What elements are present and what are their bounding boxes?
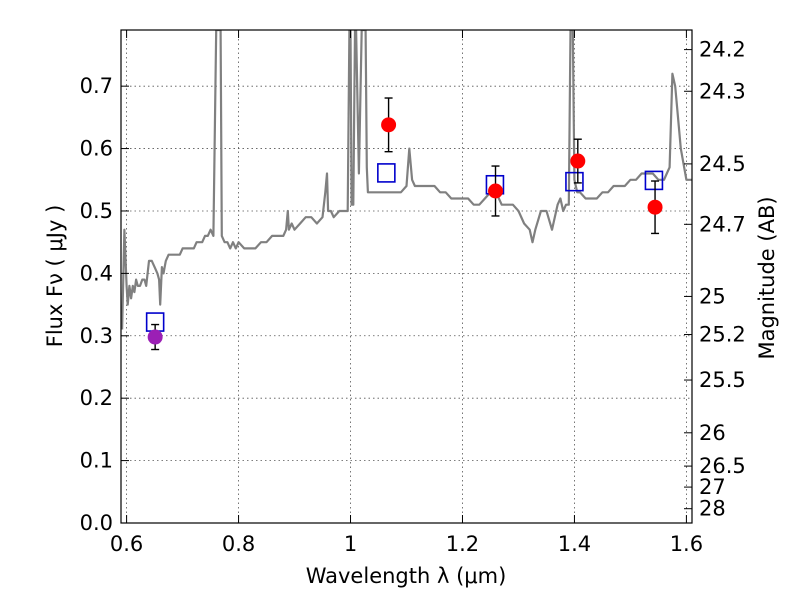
mag-tick-label: 24.5 <box>699 152 746 176</box>
plot-frame <box>120 29 693 524</box>
x-tick-label: 1.4 <box>558 532 591 556</box>
model-square-point <box>565 171 584 192</box>
y-tick-label: 0.2 <box>80 386 113 410</box>
mag-tick-label: 26.5 <box>699 454 746 478</box>
observed-flux-point <box>570 153 586 169</box>
observed-flux-point <box>381 117 397 133</box>
spectrum-line <box>121 30 692 330</box>
observed-flux-point <box>147 329 163 345</box>
mag-tick-label: 24.7 <box>699 212 746 236</box>
mag-tick-label: 25 <box>699 284 726 308</box>
mag-tick-label: 24.2 <box>699 38 746 62</box>
y-tick-label: 0.6 <box>80 137 113 161</box>
mag-tick-label: 28 <box>699 497 726 521</box>
model-square-point <box>377 163 396 183</box>
y-tick-label: 0.7 <box>80 74 113 98</box>
mag-tick-label: 25.2 <box>699 323 746 347</box>
y-tick-label: 0.4 <box>80 261 113 285</box>
x-tick-label: 1.2 <box>446 532 479 556</box>
mag-tick-label: 25.5 <box>699 368 746 392</box>
mag-tick-label: 27 <box>699 475 726 499</box>
x-tick-label: 1.6 <box>670 532 703 556</box>
mag-tick-label: 26 <box>699 421 726 445</box>
ticks-layer: 0.6 0.8 1 1.2 1.4 1.6 0.0 0.1 0.2 0.3 0.4 0.5 0.6 0.7… <box>80 30 746 556</box>
y-axis-label: Flux Fν ( μJy ) <box>43 205 67 348</box>
observed-flux-point <box>488 183 504 199</box>
spectrum-layer <box>121 30 692 330</box>
y-tick-label: 0.0 <box>80 511 113 535</box>
data-points-layer <box>145 97 664 351</box>
y-tick-label: 0.1 <box>80 449 113 473</box>
x-tick-label: 0.8 <box>222 532 255 556</box>
model-square-point <box>644 170 664 191</box>
x-tick-label: 0.6 <box>110 532 143 556</box>
mag-tick-label: 24.3 <box>699 79 746 103</box>
x-tick-label: 1 <box>344 532 357 556</box>
y-tick-label: 0.3 <box>80 324 113 348</box>
observed-flux-point <box>647 199 663 215</box>
x-axis-label: Wavelength λ (μm) <box>306 564 507 588</box>
y-tick-label: 0.5 <box>80 199 113 223</box>
y2-axis-label: Magnitude (AB) <box>755 196 779 359</box>
